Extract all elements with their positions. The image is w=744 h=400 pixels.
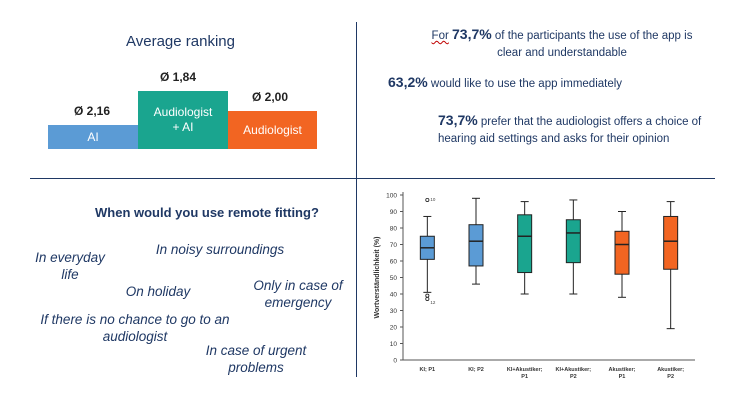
outlier-point xyxy=(425,197,430,202)
boxplot-svg: 0 10 20 30 40 50 60 70 80 90 100 Wortverständlichke… xyxy=(374,192,695,380)
y-tick-label: 0 xyxy=(393,358,397,365)
answer-no-audiologist: If there is no chance to go to an audiol… xyxy=(40,312,230,344)
stat-value: 63,2% xyxy=(388,74,428,90)
y-tick-label: 60 xyxy=(390,259,398,266)
box xyxy=(614,230,630,275)
x-tick-label: KI; P2 xyxy=(468,367,484,373)
bar-value-audiologist: Ø 2,00 xyxy=(252,90,289,104)
answer-on-holiday: On holiday xyxy=(125,284,191,299)
answer-urgent-problems: In case of urgent problems xyxy=(205,343,307,375)
outlier-label: 10 xyxy=(430,197,436,202)
box xyxy=(468,224,484,267)
stat-choice-settings: 73,7% prefer that the audiologist offers… xyxy=(438,112,728,148)
y-tick-label: 10 xyxy=(390,341,398,348)
stat-text: of the participants the use of the app i… xyxy=(494,30,693,59)
boxplot-chart: 0 10 20 30 40 50 60 70 80 90 100 Wortverständlichke… xyxy=(365,188,705,393)
x-tick-label: P2 xyxy=(667,374,674,380)
stat-text: would like to use the app immediately xyxy=(430,78,623,90)
box xyxy=(565,219,581,264)
ranking-title: Average ranking xyxy=(126,33,235,50)
answer-everyday-life: In everyday life xyxy=(35,250,105,282)
bar-audiologist: Audiologist xyxy=(228,111,317,149)
stat-prefix: For xyxy=(431,30,449,42)
y-tick-label: 80 xyxy=(390,226,398,233)
bar-value-audiologist-ai: Ø 1,84 xyxy=(160,70,197,84)
horizontal-divider xyxy=(30,178,715,179)
stat-value: 73,7% xyxy=(438,112,478,128)
outlier-label: 12 xyxy=(430,300,436,305)
box xyxy=(517,214,533,274)
y-tick-label: 50 xyxy=(390,275,398,282)
x-tick-label: Akustiker; xyxy=(609,367,636,373)
y-tick-label: 20 xyxy=(390,325,398,332)
answer-noisy-surroundings: In noisy surroundings xyxy=(155,242,285,257)
y-tick-label: 90 xyxy=(390,209,398,216)
vertical-divider xyxy=(356,22,357,377)
x-tick-label: Akustiker; xyxy=(657,367,684,373)
stat-value: 73,7% xyxy=(452,26,492,42)
bar-ai: AI xyxy=(48,125,138,149)
bar-value-ai: Ø 2,16 xyxy=(74,104,111,118)
bar-audiologist-ai: Audiologist + AI xyxy=(138,91,228,149)
outlier-point xyxy=(425,296,430,301)
remote-question: When would you use remote fitting? xyxy=(95,205,319,220)
outlier-point xyxy=(425,293,430,298)
y-tick-label: 70 xyxy=(390,242,398,249)
x-tick-label: P1 xyxy=(521,374,528,380)
y-tick-label: 100 xyxy=(386,193,397,200)
x-tick-label: KI+Akustiker; xyxy=(507,367,543,373)
x-tick-label: P2 xyxy=(570,374,577,380)
box xyxy=(663,215,679,270)
stat-use-immediately: 63,2% would like to use the app immediat… xyxy=(388,74,688,93)
stat-text: prefer that the audiologist offers a cho… xyxy=(438,116,702,145)
y-tick-label: 40 xyxy=(390,292,398,299)
stat-clear-understandable: For 73,7% of the participants the use of… xyxy=(427,26,697,62)
x-tick-label: P1 xyxy=(619,374,626,380)
x-tick-label: KI+Akustiker; xyxy=(556,367,592,373)
y-tick-label: 30 xyxy=(390,308,398,315)
y-axis-label: Wortverständlichkeit (%) xyxy=(374,237,381,319)
x-tick-label: KI; P1 xyxy=(420,367,436,373)
answer-emergency: Only in case of emergency xyxy=(253,278,343,310)
